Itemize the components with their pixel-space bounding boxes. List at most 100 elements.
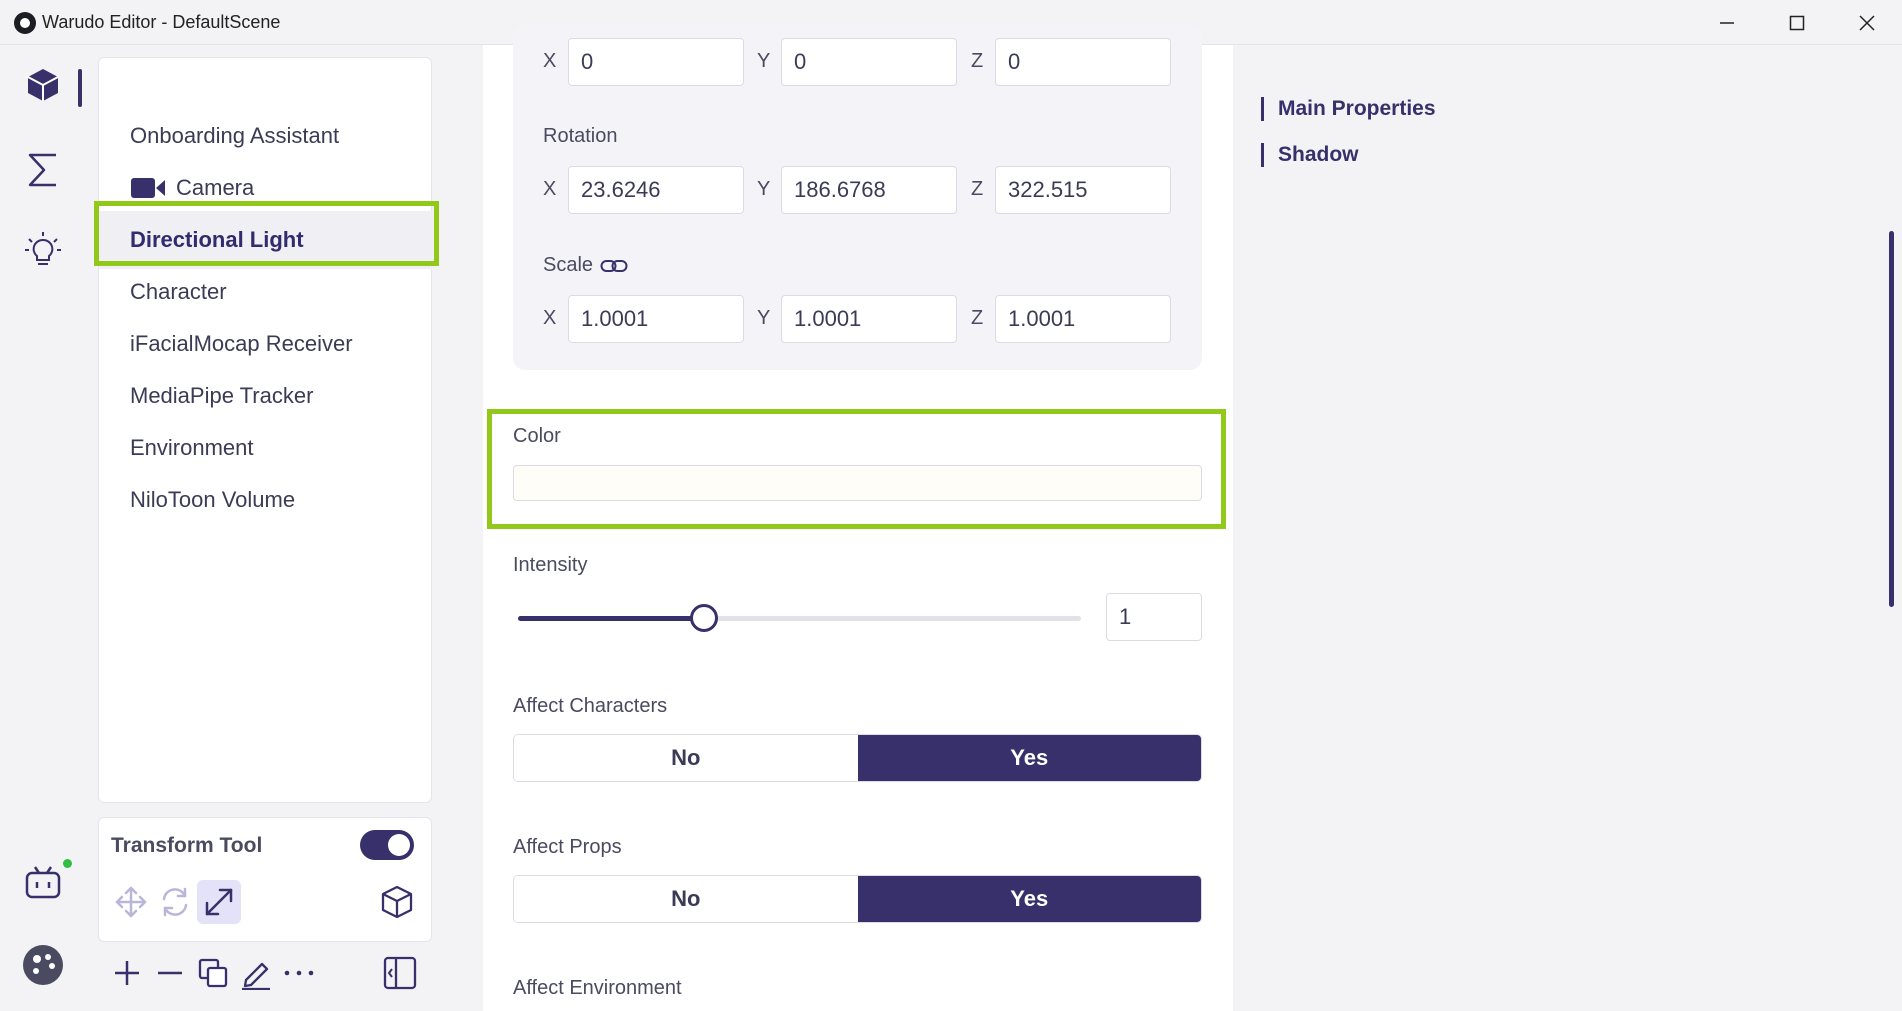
list-item-character[interactable]: Character [99,263,433,321]
position-x-axis-label: X [543,50,557,72]
local-space-button[interactable] [375,880,419,924]
rotation-label: Rotation [543,125,618,147]
pencil-icon [242,962,270,990]
rename-asset-button[interactable] [234,951,278,995]
affect-props-toggle: No Yes [513,875,1202,923]
online-status-dot [63,859,72,868]
affect-characters-yes-button[interactable]: Yes [857,735,1201,781]
rail-tips-button[interactable] [0,213,86,289]
robot-icon [25,866,61,899]
list-item-onboarding-assistant[interactable]: Onboarding Assistant [99,107,433,165]
rotation-y-axis-label: Y [757,178,771,200]
intensity-slider-fill [518,616,704,621]
list-item-label: Environment [130,435,254,460]
ellipsis-icon [284,970,314,976]
section-nav-panel: Main Properties Shadow [1233,45,1902,1011]
duplicate-icon [198,958,228,988]
toc-main-properties[interactable]: Main Properties [1261,97,1436,121]
window-title: Warudo Editor - DefaultScene [42,12,281,32]
rail-active-indicator [78,69,82,107]
move-arrows-icon [115,886,147,918]
link-chain-icon[interactable] [600,256,628,276]
cube-outline-icon [381,885,413,919]
color-label: Color [513,425,561,447]
list-item-ifacialmocap-receiver[interactable]: iFacialMocap Receiver [99,315,433,373]
minimize-button[interactable] [1692,0,1762,45]
scale-tool-button[interactable] [197,880,241,924]
close-button[interactable] [1832,0,1902,45]
scene-list: Onboarding Assistant Camera Directional … [98,57,433,803]
list-item-environment[interactable]: Environment [99,419,433,477]
palette-avatar-icon [23,945,63,985]
transform-tool-label: Transform Tool [111,834,263,857]
position-x-input[interactable] [568,38,744,86]
list-item-camera[interactable]: Camera [99,159,433,217]
close-icon [1859,14,1875,31]
list-item-label: Onboarding Assistant [130,123,340,148]
rotation-x-axis-label: X [543,178,557,200]
color-picker-field[interactable] [513,465,1202,501]
remove-asset-button[interactable] [148,951,192,995]
sigma-icon [28,153,56,187]
rail-bot-button[interactable] [0,845,86,921]
icon-rail [0,45,86,1011]
affect-characters-no-button[interactable]: No [514,735,858,781]
maximize-icon [1789,15,1805,30]
list-item-label: Directional Light [130,227,304,252]
cube-icon [27,69,59,101]
plus-icon [115,961,139,985]
intensity-slider-track[interactable] [518,616,1081,621]
rail-blueprints-button[interactable] [0,132,86,208]
transform-tool-panel: Transform Tool [98,817,432,942]
rotate-icon [162,887,188,917]
scale-y-input[interactable] [781,295,957,343]
position-y-input[interactable] [781,38,957,86]
scale-y-axis-label: Y [757,307,771,329]
list-item-nilotoon-volume[interactable]: NiloToon Volume [99,471,433,529]
list-item-label: MediaPipe Tracker [130,383,314,408]
rotation-z-axis-label: Z [971,178,984,200]
list-item-mediapipe-tracker[interactable]: MediaPipe Tracker [99,367,433,425]
duplicate-asset-button[interactable] [191,951,235,995]
move-tool-button[interactable] [109,880,153,924]
intensity-slider-thumb[interactable] [689,604,718,632]
affect-characters-toggle: No Yes [513,734,1202,782]
scene-panel: Onboarding Assistant Camera Directional … [86,45,483,1011]
sidebar-collapse-icon [383,956,417,990]
collapse-panel-button[interactable] [378,951,422,995]
rotate-tool-button[interactable] [153,880,197,924]
maximize-button[interactable] [1762,0,1832,45]
rotation-y-input[interactable] [781,166,957,214]
list-item-directional-light[interactable]: Directional Light [99,211,433,269]
list-item-label: Character [130,279,227,304]
rail-scene-button[interactable] [0,47,86,123]
more-options-button[interactable] [277,951,321,995]
intensity-label: Intensity [513,554,588,576]
app-logo-icon [14,12,36,34]
rail-account-button[interactable] [0,927,86,1003]
scene-list-toolbar [98,945,432,1011]
scale-z-axis-label: Z [971,307,984,329]
intensity-input[interactable] [1106,593,1202,641]
scale-x-axis-label: X [543,307,557,329]
expand-icon [205,888,233,916]
position-y-axis-label: Y [757,50,771,72]
rotation-x-input[interactable] [568,166,744,214]
affect-props-label: Affect Props [513,836,622,858]
minimize-icon [1720,21,1734,24]
list-item-label: NiloToon Volume [130,487,296,512]
scale-x-input[interactable] [568,295,744,343]
transform-tool-toggle[interactable] [360,830,414,860]
scrollbar-thumb[interactable] [1889,231,1894,607]
add-asset-button[interactable] [105,951,149,995]
affect-props-no-button[interactable]: No [514,876,858,922]
affect-characters-label: Affect Characters [513,695,668,717]
toc-shadow[interactable]: Shadow [1261,143,1359,167]
scale-z-input[interactable] [995,295,1171,343]
affect-props-yes-button[interactable]: Yes [857,876,1201,922]
selection-highlight [94,201,439,266]
rotation-z-input[interactable] [995,166,1171,214]
lightbulb-icon [25,232,61,265]
position-z-input[interactable] [995,38,1171,86]
minus-icon [158,971,182,975]
